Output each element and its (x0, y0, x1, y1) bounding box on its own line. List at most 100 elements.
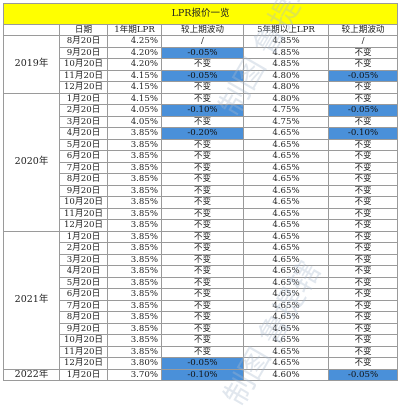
change1-cell: -0.05% (161, 69, 244, 82)
header-date: 日期 (59, 24, 108, 36)
date-cell: 11月20日 (59, 207, 108, 220)
table-row: 2020年 1月20日 4.15% 不变 4.80% 不变 (3, 92, 399, 232)
table-row: 2022年 1月20日 3.70% -0.10% 4.60% -0.05% (3, 368, 399, 381)
lpr1-cell: 3.85% (107, 184, 162, 197)
table-row: 8月20日 3.85% 不变 4.65% 不变 (4, 311, 399, 324)
year-cell: 2022年 (3, 368, 60, 381)
lpr5-cell: 4.65% (243, 345, 329, 358)
lpr1-cell: 4.15% (107, 92, 162, 105)
lpr1-cell: 4.25% (107, 35, 162, 48)
change1-cell: -0.10% (161, 104, 244, 117)
lpr5-cell: 4.65% (243, 219, 329, 232)
change1-cell: -0.05% (161, 46, 244, 59)
lpr1-cell: 3.85% (107, 230, 162, 243)
date-cell: 6月20日 (59, 288, 108, 301)
change1-cell: 不变 (161, 242, 244, 255)
date-cell: 11月20日 (59, 69, 108, 82)
lpr1-cell: 3.85% (107, 138, 162, 151)
change5-cell: 不变 (327, 288, 399, 301)
change1-cell: 不变 (161, 207, 244, 220)
lpr1-cell: 3.85% (107, 219, 162, 232)
change1-cell: 不变 (161, 58, 244, 71)
change5-cell: 不变 (327, 311, 399, 324)
date-cell: 8月20日 (59, 173, 108, 186)
change1-cell: -0.05% (161, 357, 244, 370)
table-row: 9月20日 3.85% 不变 4.65% 不变 (4, 184, 399, 197)
change5-cell: 不变 (327, 299, 399, 312)
table-row: 2月20日 3.85% 不变 4.65% 不变 (4, 242, 399, 255)
lpr1-cell: 3.85% (107, 173, 162, 186)
table-row: 4月20日 3.85% -0.20% 4.65% -0.10% (4, 127, 399, 140)
change1-cell: 不变 (161, 173, 244, 186)
lpr1-cell: 3.85% (107, 161, 162, 174)
lpr1-cell: 3.85% (107, 288, 162, 301)
change1-cell: 不变 (161, 311, 244, 324)
change5-cell: 不变 (327, 81, 399, 94)
header-change5: 较上期波动 (327, 24, 399, 36)
lpr5-cell: 4.65% (243, 311, 329, 324)
table-row: 8月20日 3.85% 不变 4.65% 不变 (4, 173, 399, 186)
table-row: 9月20日 4.20% -0.05% 4.85% 不变 (4, 46, 399, 59)
lpr1-cell: 4.05% (107, 115, 162, 128)
lpr1-cell: 4.20% (107, 58, 162, 71)
change5-cell: 不变 (327, 322, 399, 335)
change5-cell: 不变 (327, 58, 399, 71)
lpr-table: LPR报价一览 日期 1年期LPR 较上期波动 5年期以上LPR 较上期波动 2… (2, 3, 399, 381)
change5-cell: 不变 (327, 253, 399, 266)
date-cell: 12月20日 (59, 357, 108, 370)
date-cell: 8月20日 (59, 311, 108, 324)
lpr5-cell: 4.65% (243, 265, 329, 278)
table-row: 3月20日 4.05% 不变 4.75% 不变 (4, 115, 399, 128)
lpr1-cell: 3.85% (107, 345, 162, 358)
change5-cell: 不变 (327, 115, 399, 128)
year-cell: 2021年 (3, 230, 60, 370)
change5-cell: 不变 (327, 230, 399, 243)
change5-cell: 不变 (327, 276, 399, 289)
change1-cell: -0.10% (161, 368, 244, 381)
date-cell: 10月20日 (59, 196, 108, 209)
lpr1-cell: 3.85% (107, 299, 162, 312)
table-row: 12月20日 4.15% 不变 4.80% 不变 (4, 81, 399, 94)
lpr1-cell: 3.85% (107, 276, 162, 289)
header-lpr1: 1年期LPR (107, 24, 162, 36)
lpr1-cell: 4.15% (107, 81, 162, 94)
date-cell: 1月20日 (59, 92, 108, 105)
table-row: 9月20日 3.85% 不变 4.65% 不变 (4, 322, 399, 335)
lpr5-cell: 4.75% (243, 115, 329, 128)
change5-cell: / (327, 35, 399, 48)
lpr5-cell: 4.65% (243, 276, 329, 289)
table-row: 3月20日 3.85% 不变 4.65% 不变 (4, 253, 399, 266)
change5-cell: 不变 (327, 161, 399, 174)
date-cell: 3月20日 (59, 115, 108, 128)
change1-cell: / (161, 35, 244, 48)
date-cell: 9月20日 (59, 46, 108, 59)
table-title: LPR报价一览 (2, 3, 399, 25)
date-cell: 7月20日 (59, 299, 108, 312)
change5-cell: 不变 (327, 138, 399, 151)
table-row: 2月20日 4.05% -0.10% 4.75% -0.05% (4, 104, 399, 117)
change5-cell: 不变 (327, 92, 399, 105)
date-cell: 8月20日 (59, 35, 108, 48)
change5-cell: 不变 (327, 265, 399, 278)
table-row: 12月20日 3.80% -0.05% 4.65% 不变 (4, 357, 399, 370)
change1-cell: 不变 (161, 299, 244, 312)
lpr5-cell: 4.60% (243, 368, 329, 381)
date-cell: 12月20日 (59, 81, 108, 94)
change1-cell: 不变 (161, 322, 244, 335)
lpr5-cell: 4.65% (243, 299, 329, 312)
change5-cell: 不变 (327, 46, 399, 59)
change1-cell: 不变 (161, 184, 244, 197)
change1-cell: 不变 (161, 334, 244, 347)
date-cell: 10月20日 (59, 334, 108, 347)
table-row: 6月20日 3.85% 不变 4.65% 不变 (4, 150, 399, 163)
lpr1-cell: 4.20% (107, 46, 162, 59)
change5-cell: 不变 (327, 242, 399, 255)
date-cell: 9月20日 (59, 322, 108, 335)
change1-cell: 不变 (161, 196, 244, 209)
date-cell: 11月20日 (59, 345, 108, 358)
lpr5-cell: 4.65% (243, 322, 329, 335)
date-cell: 4月20日 (59, 127, 108, 140)
lpr5-cell: 4.85% (243, 35, 329, 48)
lpr1-cell: 3.85% (107, 127, 162, 140)
table-row: 10月20日 3.85% 不变 4.65% 不变 (4, 334, 399, 347)
